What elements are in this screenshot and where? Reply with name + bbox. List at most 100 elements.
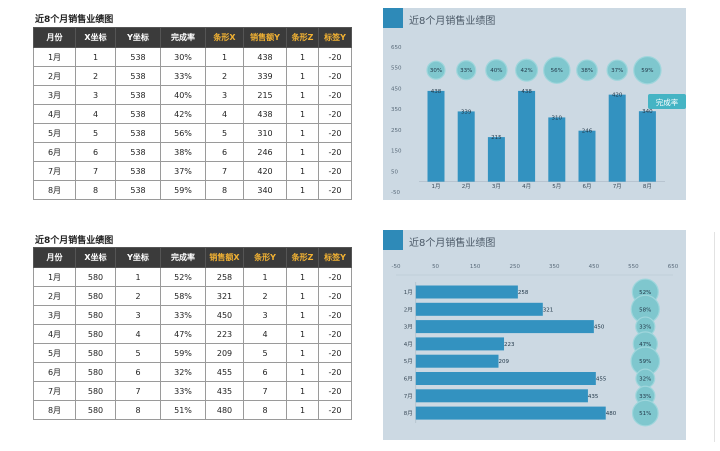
table1-cell: 215 <box>243 85 287 105</box>
table2-header-cell: 完成率 <box>160 247 206 268</box>
table2-cell: 1月 <box>33 267 76 287</box>
table2-cell: 580 <box>75 343 116 363</box>
bar-value-label: 246 <box>582 129 593 135</box>
table2-cell: -20 <box>318 267 352 287</box>
bar <box>578 130 596 182</box>
table-row: 8月 580 8 51% 480 8 1 -20 <box>33 400 352 420</box>
table2-cell: 1 <box>286 381 319 401</box>
table1-header-cell: 月份 <box>33 27 76 48</box>
table1-cell: 8 <box>205 180 244 200</box>
table2-cell: 450 <box>205 305 244 325</box>
table2-cell: 480 <box>205 400 244 420</box>
table1-cell: 3月 <box>33 85 76 105</box>
table1-cell: 538 <box>115 85 161 105</box>
table1-cell: 1 <box>286 104 319 124</box>
completion-rate-label: 37% <box>611 68 623 74</box>
table1-cell: -20 <box>318 85 352 105</box>
table1-cell: 2月 <box>33 66 76 86</box>
y-tick-label: 650 <box>391 45 402 51</box>
table2-cell: -20 <box>318 381 352 401</box>
bar-value-label: 310 <box>552 115 563 121</box>
table-row: 8月 8 538 59% 8 340 1 -20 <box>33 180 352 200</box>
x-tick-label: 250 <box>509 264 520 270</box>
table1-cell: 438 <box>243 47 287 67</box>
table2-cell: 3 <box>243 305 287 325</box>
table1-cell: -20 <box>318 123 352 143</box>
table2-cell: 223 <box>205 324 244 344</box>
completion-rate-label: 33% <box>639 325 651 331</box>
table1-cell: 1 <box>286 161 319 181</box>
bar <box>518 90 536 182</box>
table1-cell: 1 <box>75 47 116 67</box>
y-tick-label: 6月 <box>404 376 413 383</box>
table1-cell: 59% <box>160 180 206 200</box>
table1-cell: 8 <box>75 180 116 200</box>
bar-value-label: 450 <box>594 325 605 331</box>
bar-value-label: 420 <box>612 93 623 99</box>
table1-cell: 33% <box>160 66 206 86</box>
bar <box>487 137 505 182</box>
table1-cell: -20 <box>318 104 352 124</box>
table1-header-cell: 销售额Y <box>243 27 287 48</box>
table2-cell: 33% <box>160 305 206 325</box>
table1-cell: 3 <box>75 85 116 105</box>
table2-cell: 580 <box>75 267 116 287</box>
table1-cell: 1 <box>286 123 319 143</box>
table1-cell: 5 <box>205 123 244 143</box>
y-tick-label: 150 <box>391 149 402 155</box>
table2-cell: 33% <box>160 381 206 401</box>
bar-value-label: 209 <box>498 359 509 365</box>
table1-cell: 40% <box>160 85 206 105</box>
chart2-title: 近8个月销售业绩图 <box>409 238 496 249</box>
bar <box>415 302 543 316</box>
table2-cell: 209 <box>205 343 244 363</box>
table1-cell: 3 <box>205 85 244 105</box>
table1-cell: 538 <box>115 66 161 86</box>
x-tick-label: 450 <box>589 264 600 270</box>
y-tick-label: 50 <box>391 169 398 175</box>
table1-cell: 1 <box>286 66 319 86</box>
chart2-svg: -50 50 150 250 350 450 550 650 1月 258 52% 2月 321 58% 3… <box>392 264 679 427</box>
table1-cell: 6月 <box>33 142 76 162</box>
table1-cell: 37% <box>160 161 206 181</box>
y-tick-label: 4月 <box>404 341 413 348</box>
completion-bubble <box>631 399 659 427</box>
table1-cell: 2 <box>75 66 116 86</box>
table2-cell: 4 <box>243 324 287 344</box>
bar <box>548 117 566 182</box>
completion-rate-label: 42% <box>520 68 532 74</box>
table1-cell: 538 <box>115 123 161 143</box>
bar <box>415 337 505 351</box>
table2-cell: 580 <box>75 400 116 420</box>
bar-value-label: 480 <box>606 411 617 417</box>
table2-cell: -20 <box>318 400 352 420</box>
table2-cell: 4 <box>115 324 161 344</box>
y-tick-label: 2月 <box>404 306 413 313</box>
table2-cell: 8月 <box>33 400 76 420</box>
y-tick-label: 250 <box>391 128 402 134</box>
table1-cell: -20 <box>318 66 352 86</box>
completion-rate-label: 38% <box>581 68 593 74</box>
table1-cell: 7月 <box>33 161 76 181</box>
table1-cell: 5月 <box>33 123 76 143</box>
table2-cell: 8 <box>243 400 287 420</box>
table2-cell: 580 <box>75 305 116 325</box>
completion-bubble <box>456 60 477 81</box>
bar-value-label: 438 <box>431 89 442 95</box>
completion-rate-label: 56% <box>551 68 563 74</box>
table2-cell: 1 <box>243 267 287 287</box>
completion-rate-label: 33% <box>639 394 651 400</box>
table2-cell: 258 <box>205 267 244 287</box>
x-tick-label: 7月 <box>613 183 622 190</box>
completion-bubble <box>606 59 628 81</box>
table1-cell: 420 <box>243 161 287 181</box>
bar-value-label: 455 <box>596 377 607 383</box>
table2-cell: 3 <box>115 305 161 325</box>
table2-cell: 1 <box>286 400 319 420</box>
bar <box>415 354 499 368</box>
y-tick-label: 1月 <box>404 289 413 296</box>
table2-cell: -20 <box>318 362 352 382</box>
table1-cell: 2 <box>205 66 244 86</box>
table2-cell: 1 <box>286 343 319 363</box>
divider-line <box>714 232 715 442</box>
